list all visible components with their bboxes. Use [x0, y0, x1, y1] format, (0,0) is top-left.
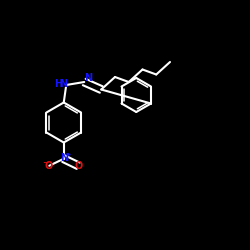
Text: O: O: [44, 161, 53, 171]
Text: +: +: [65, 152, 70, 157]
Text: O: O: [75, 161, 83, 171]
Text: N: N: [59, 79, 67, 89]
Text: N: N: [60, 153, 68, 163]
Text: −: −: [42, 158, 48, 167]
Text: N: N: [84, 73, 92, 83]
Text: H: H: [54, 79, 62, 89]
